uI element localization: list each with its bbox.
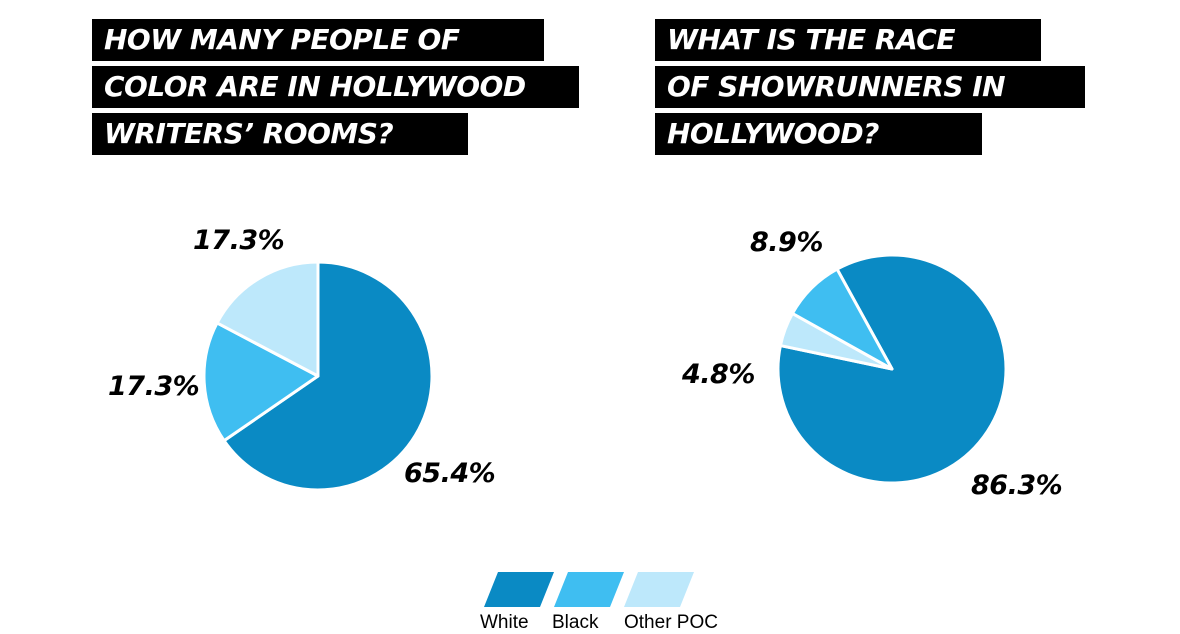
legend-swatch-white bbox=[484, 572, 554, 607]
legend-label-black: Black bbox=[552, 612, 599, 633]
pie-chart-showrunners bbox=[776, 253, 1008, 485]
left-pie-slice-black bbox=[202, 321, 320, 443]
data-label-left-other-poc: 17.3% bbox=[193, 225, 285, 256]
left-title-line-1: HOW MANY PEOPLE OF bbox=[92, 19, 544, 61]
data-label-right-white: 86.3% bbox=[971, 470, 1063, 501]
data-label-left-black: 17.3% bbox=[108, 371, 200, 402]
legend-label-white: White bbox=[480, 612, 529, 633]
left-title-line-2: COLOR ARE IN HOLLYWOOD bbox=[92, 66, 579, 108]
legend-label-other-poc: Other POC bbox=[624, 612, 718, 633]
right-title-line-1: WHAT IS THE RACE bbox=[655, 19, 1041, 61]
data-label-right-other-poc: 4.8% bbox=[682, 359, 755, 390]
data-label-left-white: 65.4% bbox=[404, 458, 496, 489]
right-title-line-2: OF SHOWRUNNERS IN bbox=[655, 66, 1085, 108]
left-title-line-3: WRITERS’ ROOMS? bbox=[92, 113, 468, 155]
data-label-right-black: 8.9% bbox=[750, 227, 823, 258]
pie-chart-writers-rooms bbox=[202, 260, 434, 492]
left-pie-slice-white bbox=[222, 260, 434, 492]
left-pie-slice-other-poc bbox=[215, 260, 320, 378]
legend-swatch-other-poc bbox=[624, 572, 694, 607]
right-title-line-3: HOLLYWOOD? bbox=[655, 113, 982, 155]
legend-swatch-black bbox=[554, 572, 624, 607]
right-pie-slice-black bbox=[790, 267, 894, 371]
